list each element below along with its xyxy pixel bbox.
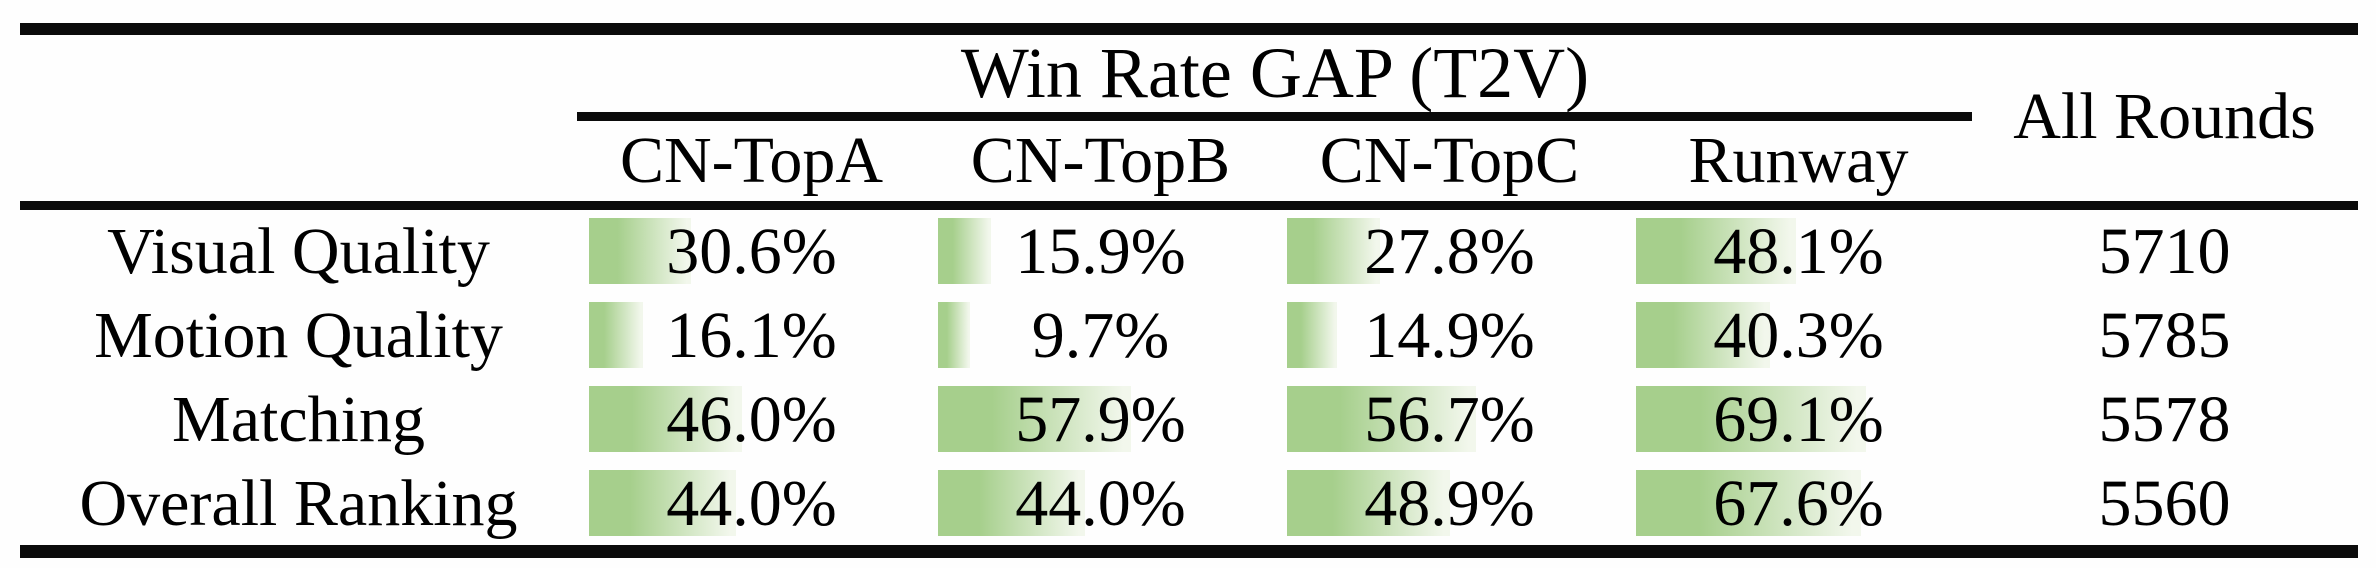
data-bar: [938, 302, 970, 368]
cell-value: 57.9%: [1015, 382, 1186, 456]
table-cell: 40.3%: [1624, 294, 1973, 377]
cell-value: 44.0%: [1015, 466, 1186, 540]
cell-value: 40.3%: [1713, 298, 1884, 372]
data-bar: [938, 470, 1085, 536]
column-header-cn-topa: CN-TopA: [619, 124, 884, 197]
all-rounds-value: 5578: [2098, 382, 2231, 456]
data-bar: [1636, 218, 1796, 284]
column-header-all-rounds: All Rounds: [2013, 80, 2316, 153]
header-body-divider-rule: [20, 201, 2358, 210]
column-header-runway: Runway: [1688, 124, 1909, 197]
data-bar: [938, 386, 1131, 452]
row-label: Motion Quality: [94, 298, 503, 372]
group-header-title: Win Rate GAP (T2V): [960, 33, 1590, 113]
table-cell: 48.1%: [1624, 210, 1973, 293]
row-label: Matching: [172, 382, 425, 456]
data-bar: [1636, 386, 1866, 452]
data-bar: [589, 302, 643, 368]
table-row-visual-quality: Visual Quality 30.6% 15.9% 27.8% 48.1% 5…: [0, 210, 2376, 293]
table-cell: 48.9%: [1275, 462, 1624, 545]
table-cell: 56.7%: [1275, 378, 1624, 461]
table-cell: 57.9%: [926, 378, 1275, 461]
table-cell: 30.6%: [577, 210, 926, 293]
data-bar: [1636, 302, 1770, 368]
cell-value: 9.7%: [1031, 298, 1170, 372]
table-cell: 27.8%: [1275, 210, 1624, 293]
data-bar: [1287, 386, 1476, 452]
group-header-underline: [577, 112, 1972, 121]
data-bar: [938, 218, 991, 284]
table-cell: 16.1%: [577, 294, 926, 377]
cell-value: 44.0%: [666, 466, 837, 540]
table-row-motion-quality: Motion Quality 16.1% 9.7% 14.9% 40.3% 57…: [0, 294, 2376, 377]
table-row-overall-ranking: Overall Ranking 44.0% 44.0% 48.9% 67.6% …: [0, 462, 2376, 545]
data-bar: [1287, 218, 1380, 284]
cell-value: 48.9%: [1364, 466, 1535, 540]
data-bar: [589, 218, 691, 284]
column-header-cn-topc: CN-TopC: [1319, 124, 1580, 197]
all-rounds-value: 5710: [2098, 214, 2231, 288]
all-rounds-value: 5560: [2098, 466, 2231, 540]
cell-value: 27.8%: [1364, 214, 1535, 288]
table-cell: 44.0%: [577, 462, 926, 545]
table-cell: 15.9%: [926, 210, 1275, 293]
cell-value: 69.1%: [1713, 382, 1884, 456]
cell-value: 46.0%: [666, 382, 837, 456]
cell-value: 14.9%: [1364, 298, 1535, 372]
cell-value: 56.7%: [1364, 382, 1535, 456]
cell-value: 67.6%: [1713, 466, 1884, 540]
row-label: Overall Ranking: [79, 466, 518, 540]
data-bar: [589, 386, 742, 452]
cell-value: 30.6%: [666, 214, 837, 288]
cell-value: 15.9%: [1015, 214, 1186, 288]
table-row-matching: Matching 46.0% 57.9% 56.7% 69.1% 5578: [0, 378, 2376, 461]
column-header-cn-topb: CN-TopB: [970, 124, 1231, 197]
cell-value: 48.1%: [1713, 214, 1884, 288]
bottom-rule: [20, 545, 2358, 558]
table-cell: 9.7%: [926, 294, 1275, 377]
data-bar: [1287, 470, 1450, 536]
data-bar: [1636, 470, 1861, 536]
table-cell: 69.1%: [1624, 378, 1973, 461]
table-cell: 46.0%: [577, 378, 926, 461]
cell-value: 16.1%: [666, 298, 837, 372]
table-cell: 14.9%: [1275, 294, 1624, 377]
table-cell: 44.0%: [926, 462, 1275, 545]
table-cell: 67.6%: [1624, 462, 1973, 545]
data-bar: [589, 470, 736, 536]
row-label: Visual Quality: [107, 214, 490, 288]
data-bar: [1287, 302, 1337, 368]
top-rule: [20, 23, 2358, 35]
all-rounds-value: 5785: [2098, 298, 2231, 372]
